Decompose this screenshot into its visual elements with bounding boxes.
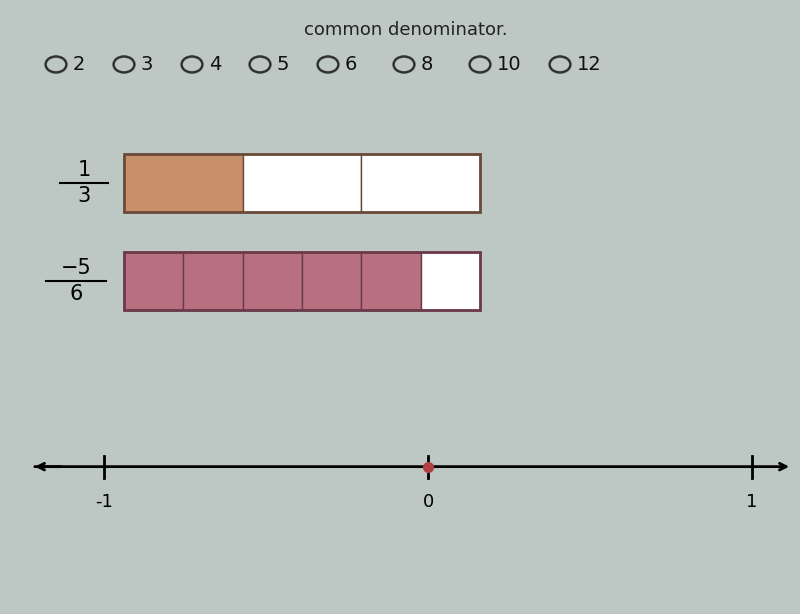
- Bar: [421, 252, 480, 310]
- Text: 3: 3: [78, 185, 90, 206]
- Text: 1: 1: [746, 493, 758, 511]
- Text: 8: 8: [421, 55, 433, 74]
- Text: 3: 3: [141, 55, 153, 74]
- Bar: [183, 252, 242, 310]
- Text: 6: 6: [70, 284, 82, 304]
- Bar: [242, 252, 302, 310]
- Text: common denominator.: common denominator.: [304, 21, 508, 39]
- Bar: [362, 154, 480, 212]
- Text: 0: 0: [422, 493, 434, 511]
- Text: 12: 12: [577, 55, 602, 74]
- Text: 10: 10: [497, 55, 522, 74]
- Bar: [124, 154, 242, 212]
- Text: 2: 2: [73, 55, 85, 74]
- Bar: [124, 252, 480, 310]
- Text: 1: 1: [78, 160, 90, 179]
- Text: −5: −5: [61, 258, 91, 278]
- Text: 5: 5: [277, 55, 290, 74]
- Text: -1: -1: [95, 493, 113, 511]
- Bar: [124, 252, 183, 310]
- Text: 4: 4: [209, 55, 221, 74]
- Text: 6: 6: [345, 55, 357, 74]
- Bar: [124, 154, 480, 212]
- Bar: [302, 252, 362, 310]
- Bar: [362, 252, 421, 310]
- Bar: [242, 154, 362, 212]
